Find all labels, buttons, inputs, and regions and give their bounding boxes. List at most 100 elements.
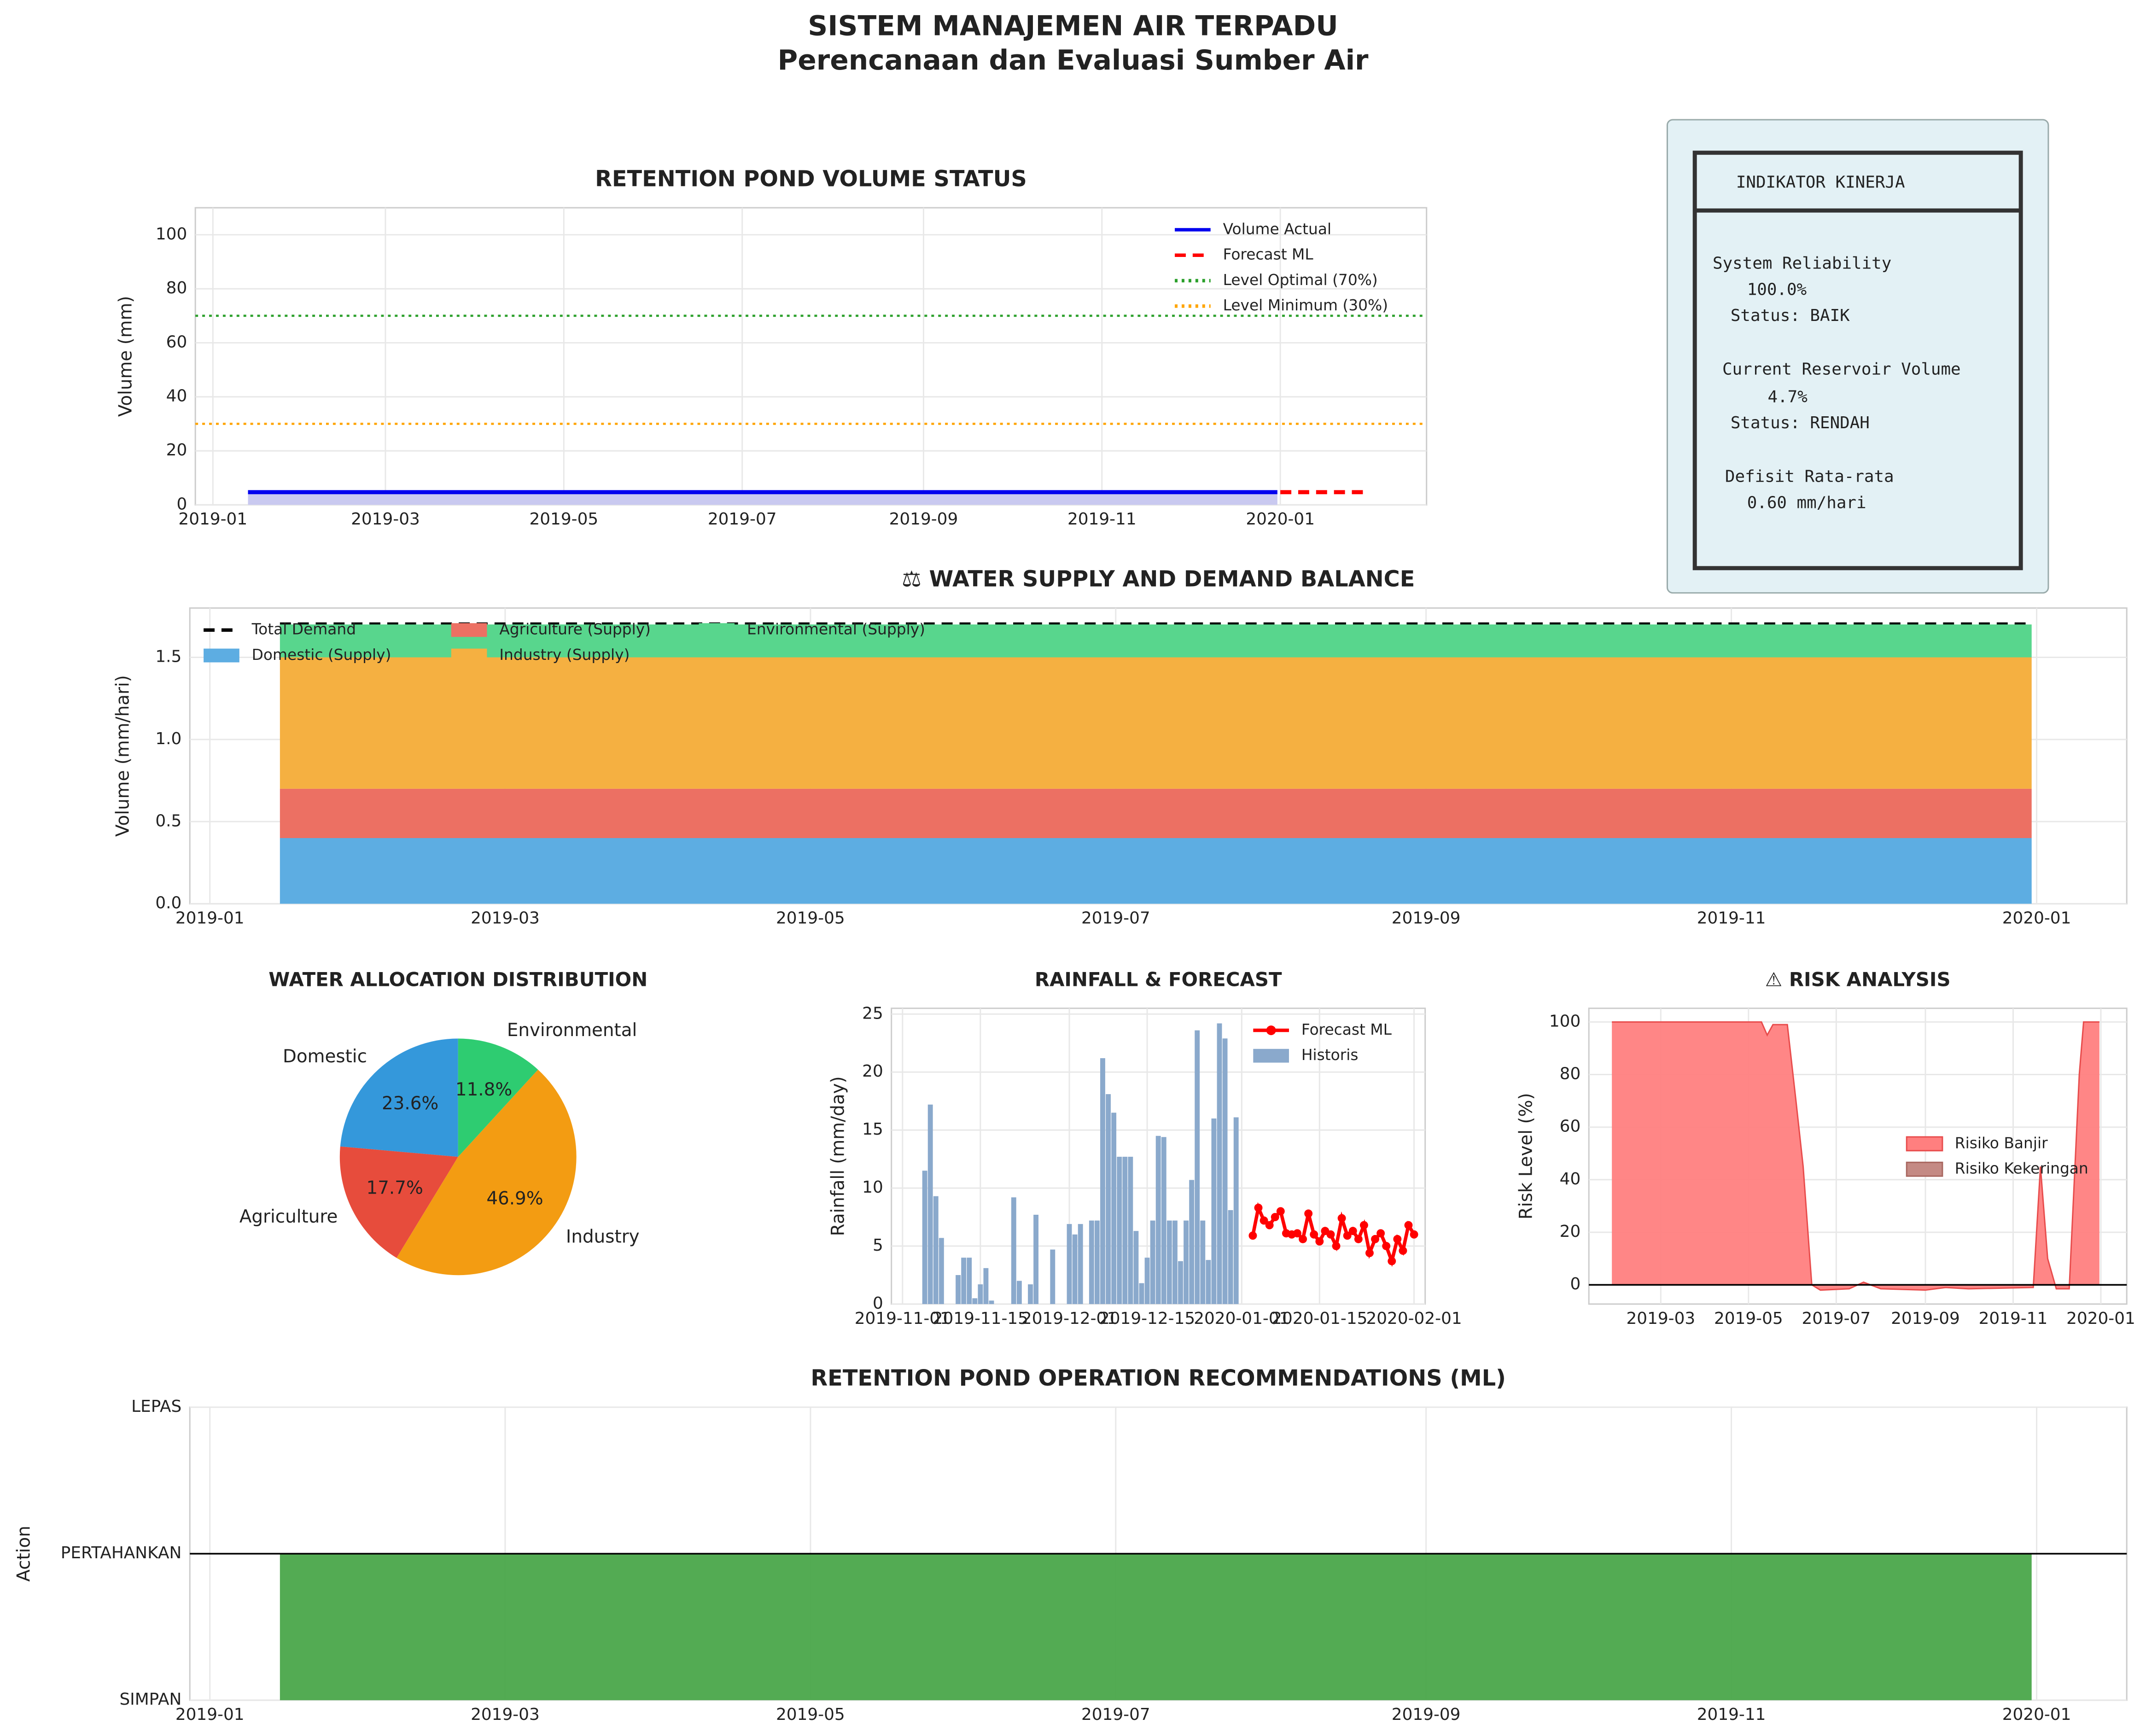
legend-label: Forecast ML — [1301, 1021, 1392, 1038]
kpi-label: Defisit Rata-rata — [1725, 467, 1894, 486]
x-tick-label: 2019-01 — [175, 909, 245, 928]
legend-label: Agriculture (Supply) — [499, 621, 651, 638]
y-tick-label: 40 — [1560, 1170, 1581, 1188]
x-tick-label: 2019-03 — [471, 909, 540, 928]
bar — [956, 1275, 961, 1304]
x-tick-label: 2019-03 — [351, 510, 420, 529]
bar — [978, 1284, 983, 1304]
point — [1254, 1203, 1263, 1212]
bar — [927, 1104, 933, 1304]
y-tick-label: 15 — [862, 1120, 883, 1139]
point — [1343, 1231, 1352, 1240]
pie-slice — [458, 1038, 538, 1157]
bar — [1206, 1260, 1211, 1304]
point — [1310, 1230, 1318, 1239]
kpi-title: INDIKATOR KINERJA — [1736, 173, 1905, 192]
x-tick-label: 2019-09 — [1891, 1309, 1960, 1328]
bar — [1067, 1224, 1072, 1304]
point — [1260, 1216, 1268, 1225]
x-tick-label: 2019-11 — [1697, 909, 1766, 928]
pie-label: Industry — [566, 1227, 640, 1247]
x-tick-label: 2019-11-01 — [855, 1309, 951, 1328]
x-tick-label: 2019-07 — [1081, 1705, 1150, 1724]
x-tick-label: 2019-05 — [776, 1705, 845, 1724]
bar — [1233, 1117, 1239, 1304]
kpi-value: 100.0% — [1747, 280, 1807, 299]
point — [1265, 1221, 1274, 1229]
x-tick-label: 2019-01 — [175, 1705, 245, 1724]
bar — [1228, 1210, 1233, 1304]
point — [1365, 1249, 1374, 1258]
y-tick-label: 25 — [862, 1004, 883, 1023]
legend-label: Level Minimum (30%) — [1223, 297, 1388, 314]
bar — [1144, 1258, 1150, 1304]
bar — [1172, 1220, 1178, 1304]
y-tick-label: 0.0 — [155, 894, 181, 913]
legend-label: Environmental (Supply) — [747, 621, 925, 638]
y-tick-label: 20 — [166, 441, 187, 460]
x-tick-label: 2019-07 — [1081, 909, 1150, 928]
bar — [972, 1298, 978, 1304]
legend-label: Domestic (Supply) — [252, 646, 391, 664]
point — [1326, 1230, 1335, 1239]
point — [1348, 1227, 1357, 1235]
point — [1293, 1229, 1301, 1238]
point — [1399, 1247, 1407, 1255]
plot-area — [194, 207, 1428, 506]
legend-swatch — [699, 623, 735, 637]
pie-label: Agriculture — [239, 1206, 338, 1227]
y-tick-label: 1.0 — [155, 729, 181, 748]
chart-title: RAINFALL & FORECAST — [1035, 968, 1282, 990]
x-tick-label: 2019-05 — [776, 909, 845, 928]
bar — [1184, 1220, 1189, 1304]
point — [1382, 1242, 1391, 1250]
bar — [1033, 1215, 1039, 1304]
y-tick-label: 100 — [156, 225, 187, 244]
bar — [1150, 1220, 1155, 1304]
kpi-value: 4.7% — [1768, 387, 1808, 406]
bar — [1078, 1224, 1083, 1304]
x-tick-label: 2019-01 — [178, 510, 247, 529]
series-line — [1612, 1021, 2099, 1291]
bar — [1011, 1197, 1016, 1304]
bar — [1050, 1249, 1056, 1304]
x-tick-label: 2019-03 — [471, 1705, 540, 1724]
chart-title: RETENTION POND OPERATION RECOMMENDATIONS… — [811, 1366, 1506, 1391]
bar — [939, 1238, 944, 1304]
point — [1299, 1235, 1307, 1243]
x-tick-label: 2020-01-15 — [1271, 1309, 1367, 1328]
kpi-label: Current Reservoir Volume — [1722, 360, 1961, 379]
bar — [1211, 1118, 1217, 1304]
chart-title: WATER ALLOCATION DISTRIBUTION — [268, 968, 647, 990]
kpi-label: System Reliability — [1713, 254, 1891, 273]
point — [1337, 1214, 1346, 1223]
y-tick-label: 20 — [1560, 1222, 1581, 1241]
y-tick-label: 1.5 — [155, 647, 181, 666]
legend-swatch — [451, 648, 487, 663]
pie-label: Environmental — [507, 1020, 637, 1041]
bar — [1217, 1023, 1222, 1304]
pie-value-label: 11.8% — [455, 1079, 512, 1100]
stacked-area — [280, 838, 2032, 904]
point — [1404, 1221, 1413, 1229]
x-tick-label: 2019-11-15 — [933, 1309, 1028, 1328]
chart-title: ⚖ WATER SUPPLY AND DEMAND BALANCE — [902, 567, 1415, 592]
area-fill — [280, 1554, 2032, 1701]
kpi-box — [1666, 119, 2049, 594]
point — [1304, 1209, 1313, 1218]
x-tick-label: 2019-09 — [1392, 909, 1461, 928]
x-tick-label: 2020-01-01 — [1194, 1309, 1289, 1328]
bar — [1200, 1220, 1206, 1304]
pie-value-label: 46.9% — [486, 1188, 543, 1209]
x-tick-label: 2019-05 — [529, 510, 598, 529]
y-tick-label: 80 — [1560, 1065, 1581, 1084]
kpi-status: Status: RENDAH — [1731, 414, 1870, 432]
pie-slice — [397, 1069, 577, 1276]
legend-marker — [1266, 1025, 1276, 1035]
y-tick-label: 5 — [873, 1236, 883, 1255]
y-tick-label: SIMPAN — [119, 1690, 181, 1709]
point — [1410, 1230, 1418, 1239]
legend-label: Industry (Supply) — [499, 646, 630, 664]
